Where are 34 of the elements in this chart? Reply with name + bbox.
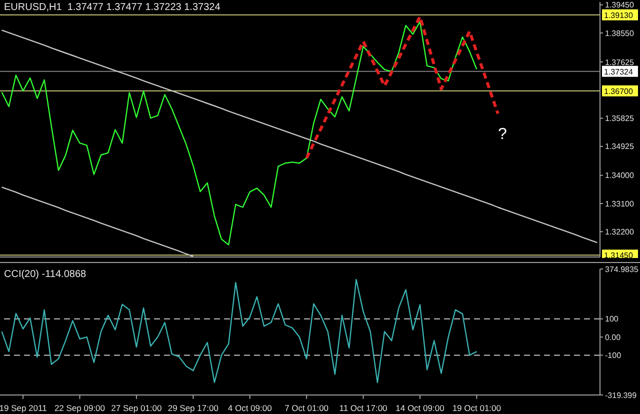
y-tick-label: -100: [605, 351, 622, 360]
line-series: [1, 30, 598, 244]
x-tick-label: 4 Oct 09:00: [228, 403, 272, 413]
y-tick-label: 1.33100: [605, 199, 634, 208]
chart-title: EURUSD,H1 1.37477 1.37477 1.37223 1.37324: [4, 2, 220, 13]
y-tick-label: 0.00: [605, 332, 622, 342]
y-tick-label: 1.32200: [605, 227, 634, 236]
ref-line-label: 1.36700: [604, 86, 634, 96]
line-series: [1, 21, 478, 246]
x-tick-label: 22 Sep 09:00: [54, 403, 106, 413]
line-series: [1, 278, 478, 384]
ref-line-label: 1.39130: [604, 10, 634, 20]
x-tick-label: 19 Sep 2011: [0, 403, 48, 413]
x-tick-label: 29 Sep 17:00: [168, 403, 219, 413]
annotation: ?: [498, 126, 507, 144]
x-tick-label: 14 Oct 09:00: [396, 403, 445, 413]
y-tick-label: 1.35825: [605, 114, 634, 124]
x-tick-label: 11 Oct 17:00: [339, 403, 388, 413]
chart-title: CCI(20) -114.0868: [4, 269, 86, 280]
y-tick-label: 1.34000: [605, 171, 634, 180]
x-tick-label: 19 Oct 01:00: [452, 403, 502, 413]
y-tick-label: 374.9835: [605, 264, 639, 274]
x-tick-label: 7 Oct 01:00: [284, 403, 329, 413]
line-series: [1, 186, 194, 257]
y-tick-label: 100: [605, 314, 619, 324]
y-tick-label: -319.399: [605, 390, 638, 400]
ref-line-label: 1.37324: [604, 67, 634, 76]
ref-line-label: 1.31450: [604, 251, 634, 260]
y-tick-label: 1.38550: [605, 28, 634, 38]
line-series: [305, 15, 500, 160]
y-tick-label: 1.37625: [605, 58, 634, 67]
y-tick-label: 1.39450: [605, 0, 634, 10]
y-tick-label: 1.34925: [605, 142, 634, 152]
x-tick-label: 27 Sep 01:00: [111, 403, 162, 413]
